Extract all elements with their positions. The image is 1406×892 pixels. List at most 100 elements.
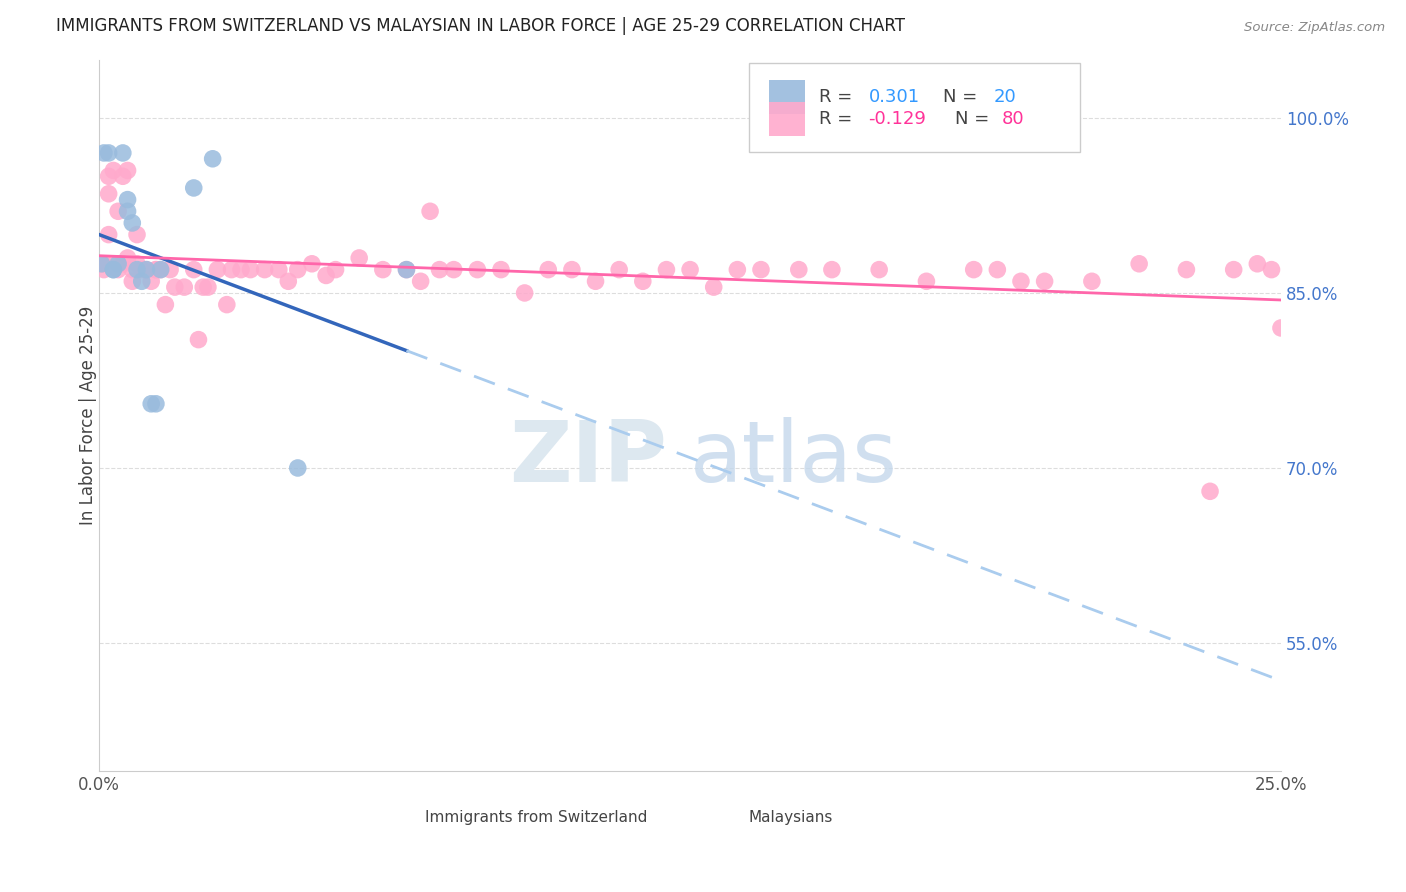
Point <box>97 145 120 160</box>
Point <box>787 262 810 277</box>
Point <box>467 262 489 277</box>
Point <box>749 262 772 277</box>
FancyBboxPatch shape <box>412 807 439 830</box>
Text: 80: 80 <box>1002 110 1025 128</box>
Point <box>125 262 148 277</box>
Point <box>173 280 195 294</box>
Point <box>1270 321 1292 335</box>
Point <box>141 397 163 411</box>
Point <box>287 262 309 277</box>
Point <box>655 262 678 277</box>
Point <box>107 262 129 277</box>
FancyBboxPatch shape <box>769 79 804 113</box>
Text: Immigrants from Switzerland: Immigrants from Switzerland <box>425 810 648 825</box>
Point <box>131 262 153 277</box>
Point <box>215 298 238 312</box>
Point <box>347 251 370 265</box>
Point <box>986 262 1008 277</box>
Point <box>513 285 536 300</box>
Point <box>111 169 134 184</box>
Point <box>915 274 938 288</box>
Point <box>703 280 725 294</box>
FancyBboxPatch shape <box>696 807 723 830</box>
Point <box>125 227 148 242</box>
Point <box>111 257 134 271</box>
Point <box>371 262 394 277</box>
FancyBboxPatch shape <box>769 102 804 136</box>
Point <box>117 163 139 178</box>
Point <box>419 204 441 219</box>
Point <box>395 262 418 277</box>
Point <box>149 262 172 277</box>
Point <box>159 262 181 277</box>
Point <box>90 257 112 271</box>
Point <box>93 262 115 277</box>
Point <box>155 298 177 312</box>
Point <box>197 280 219 294</box>
Point <box>121 262 143 277</box>
Point <box>1246 257 1268 271</box>
Text: 0.301: 0.301 <box>869 87 920 105</box>
Point <box>183 181 205 195</box>
Point <box>103 262 125 277</box>
Point <box>117 204 139 219</box>
FancyBboxPatch shape <box>749 63 1080 153</box>
Text: N =: N = <box>955 110 995 128</box>
Point <box>409 274 432 288</box>
Text: -0.129: -0.129 <box>869 110 927 128</box>
Point <box>193 280 215 294</box>
Point <box>145 397 167 411</box>
Point <box>149 262 172 277</box>
Point <box>267 262 290 277</box>
Point <box>207 262 229 277</box>
Point <box>607 262 630 277</box>
Point <box>1260 262 1282 277</box>
Point <box>868 262 890 277</box>
Point <box>277 274 299 288</box>
Text: IMMIGRANTS FROM SWITZERLAND VS MALAYSIAN IN LABOR FORCE | AGE 25-29 CORRELATION : IMMIGRANTS FROM SWITZERLAND VS MALAYSIAN… <box>56 17 905 35</box>
Point <box>121 216 143 230</box>
Point <box>1128 257 1150 271</box>
Point <box>97 186 120 201</box>
Point <box>125 257 148 271</box>
Point <box>395 262 418 277</box>
Text: R =: R = <box>818 110 858 128</box>
Point <box>1033 274 1056 288</box>
Point <box>145 262 167 277</box>
Point <box>163 280 186 294</box>
Point <box>561 262 583 277</box>
Point <box>229 262 252 277</box>
Point <box>1199 484 1222 499</box>
Point <box>121 274 143 288</box>
Point <box>585 274 607 288</box>
Point <box>301 257 323 271</box>
Point <box>183 262 205 277</box>
Point <box>111 145 134 160</box>
Point <box>325 262 347 277</box>
Point <box>287 461 309 475</box>
Point <box>1222 262 1244 277</box>
Point <box>107 204 129 219</box>
Text: ZIP: ZIP <box>509 417 666 500</box>
Point <box>201 152 224 166</box>
Point <box>117 251 139 265</box>
Point <box>90 257 112 271</box>
Point <box>221 262 243 277</box>
Point <box>135 262 157 277</box>
Point <box>131 274 153 288</box>
Text: R =: R = <box>818 87 858 105</box>
Point <box>631 274 654 288</box>
Point <box>315 268 337 283</box>
Point <box>429 262 451 277</box>
Point <box>97 169 120 184</box>
Point <box>141 274 163 288</box>
Point <box>253 262 276 277</box>
Point <box>725 262 748 277</box>
Point <box>117 193 139 207</box>
Point <box>1010 274 1032 288</box>
Point <box>103 257 125 271</box>
Text: 20: 20 <box>994 87 1017 105</box>
Text: Source: ZipAtlas.com: Source: ZipAtlas.com <box>1244 21 1385 34</box>
Text: Malaysians: Malaysians <box>748 810 832 825</box>
Text: atlas: atlas <box>690 417 898 500</box>
